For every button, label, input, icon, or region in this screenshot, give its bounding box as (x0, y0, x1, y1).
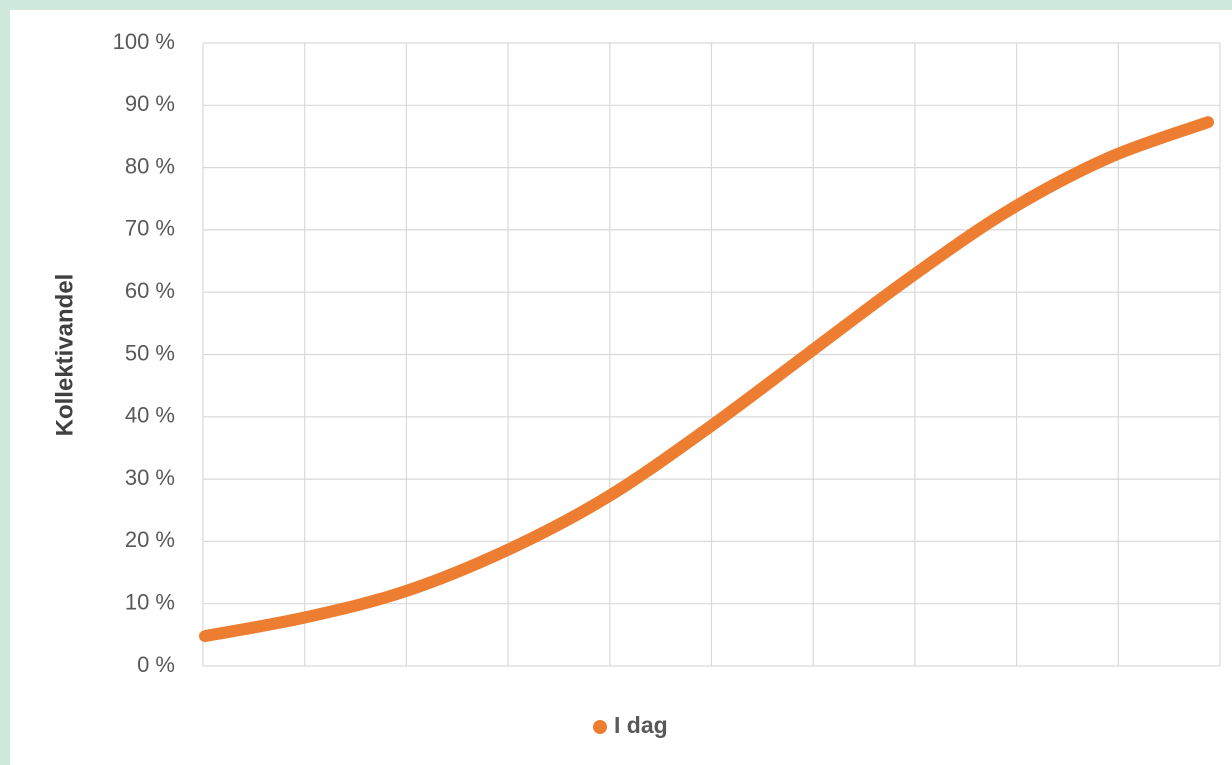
legend-label: I dag (614, 712, 668, 738)
y-tick-label: 70 % (125, 216, 175, 241)
y-tick-label: 90 % (125, 91, 175, 116)
y-tick-label: 80 % (125, 153, 175, 178)
y-tick-label: 100 % (113, 29, 175, 54)
y-tick-label: 50 % (125, 340, 175, 365)
y-tick-label: 60 % (125, 278, 175, 303)
y-tick-label: 20 % (125, 527, 175, 552)
chart-area (10, 10, 1232, 765)
y-tick-label: 10 % (125, 590, 175, 615)
legend-marker (593, 720, 607, 734)
y-tick-label: 30 % (125, 465, 175, 490)
line-series (199, 116, 1214, 643)
y-tick-label: 40 % (125, 403, 175, 428)
y-axis-label: Kollektivandel (51, 274, 78, 437)
y-tick-label: 0 % (137, 652, 175, 677)
